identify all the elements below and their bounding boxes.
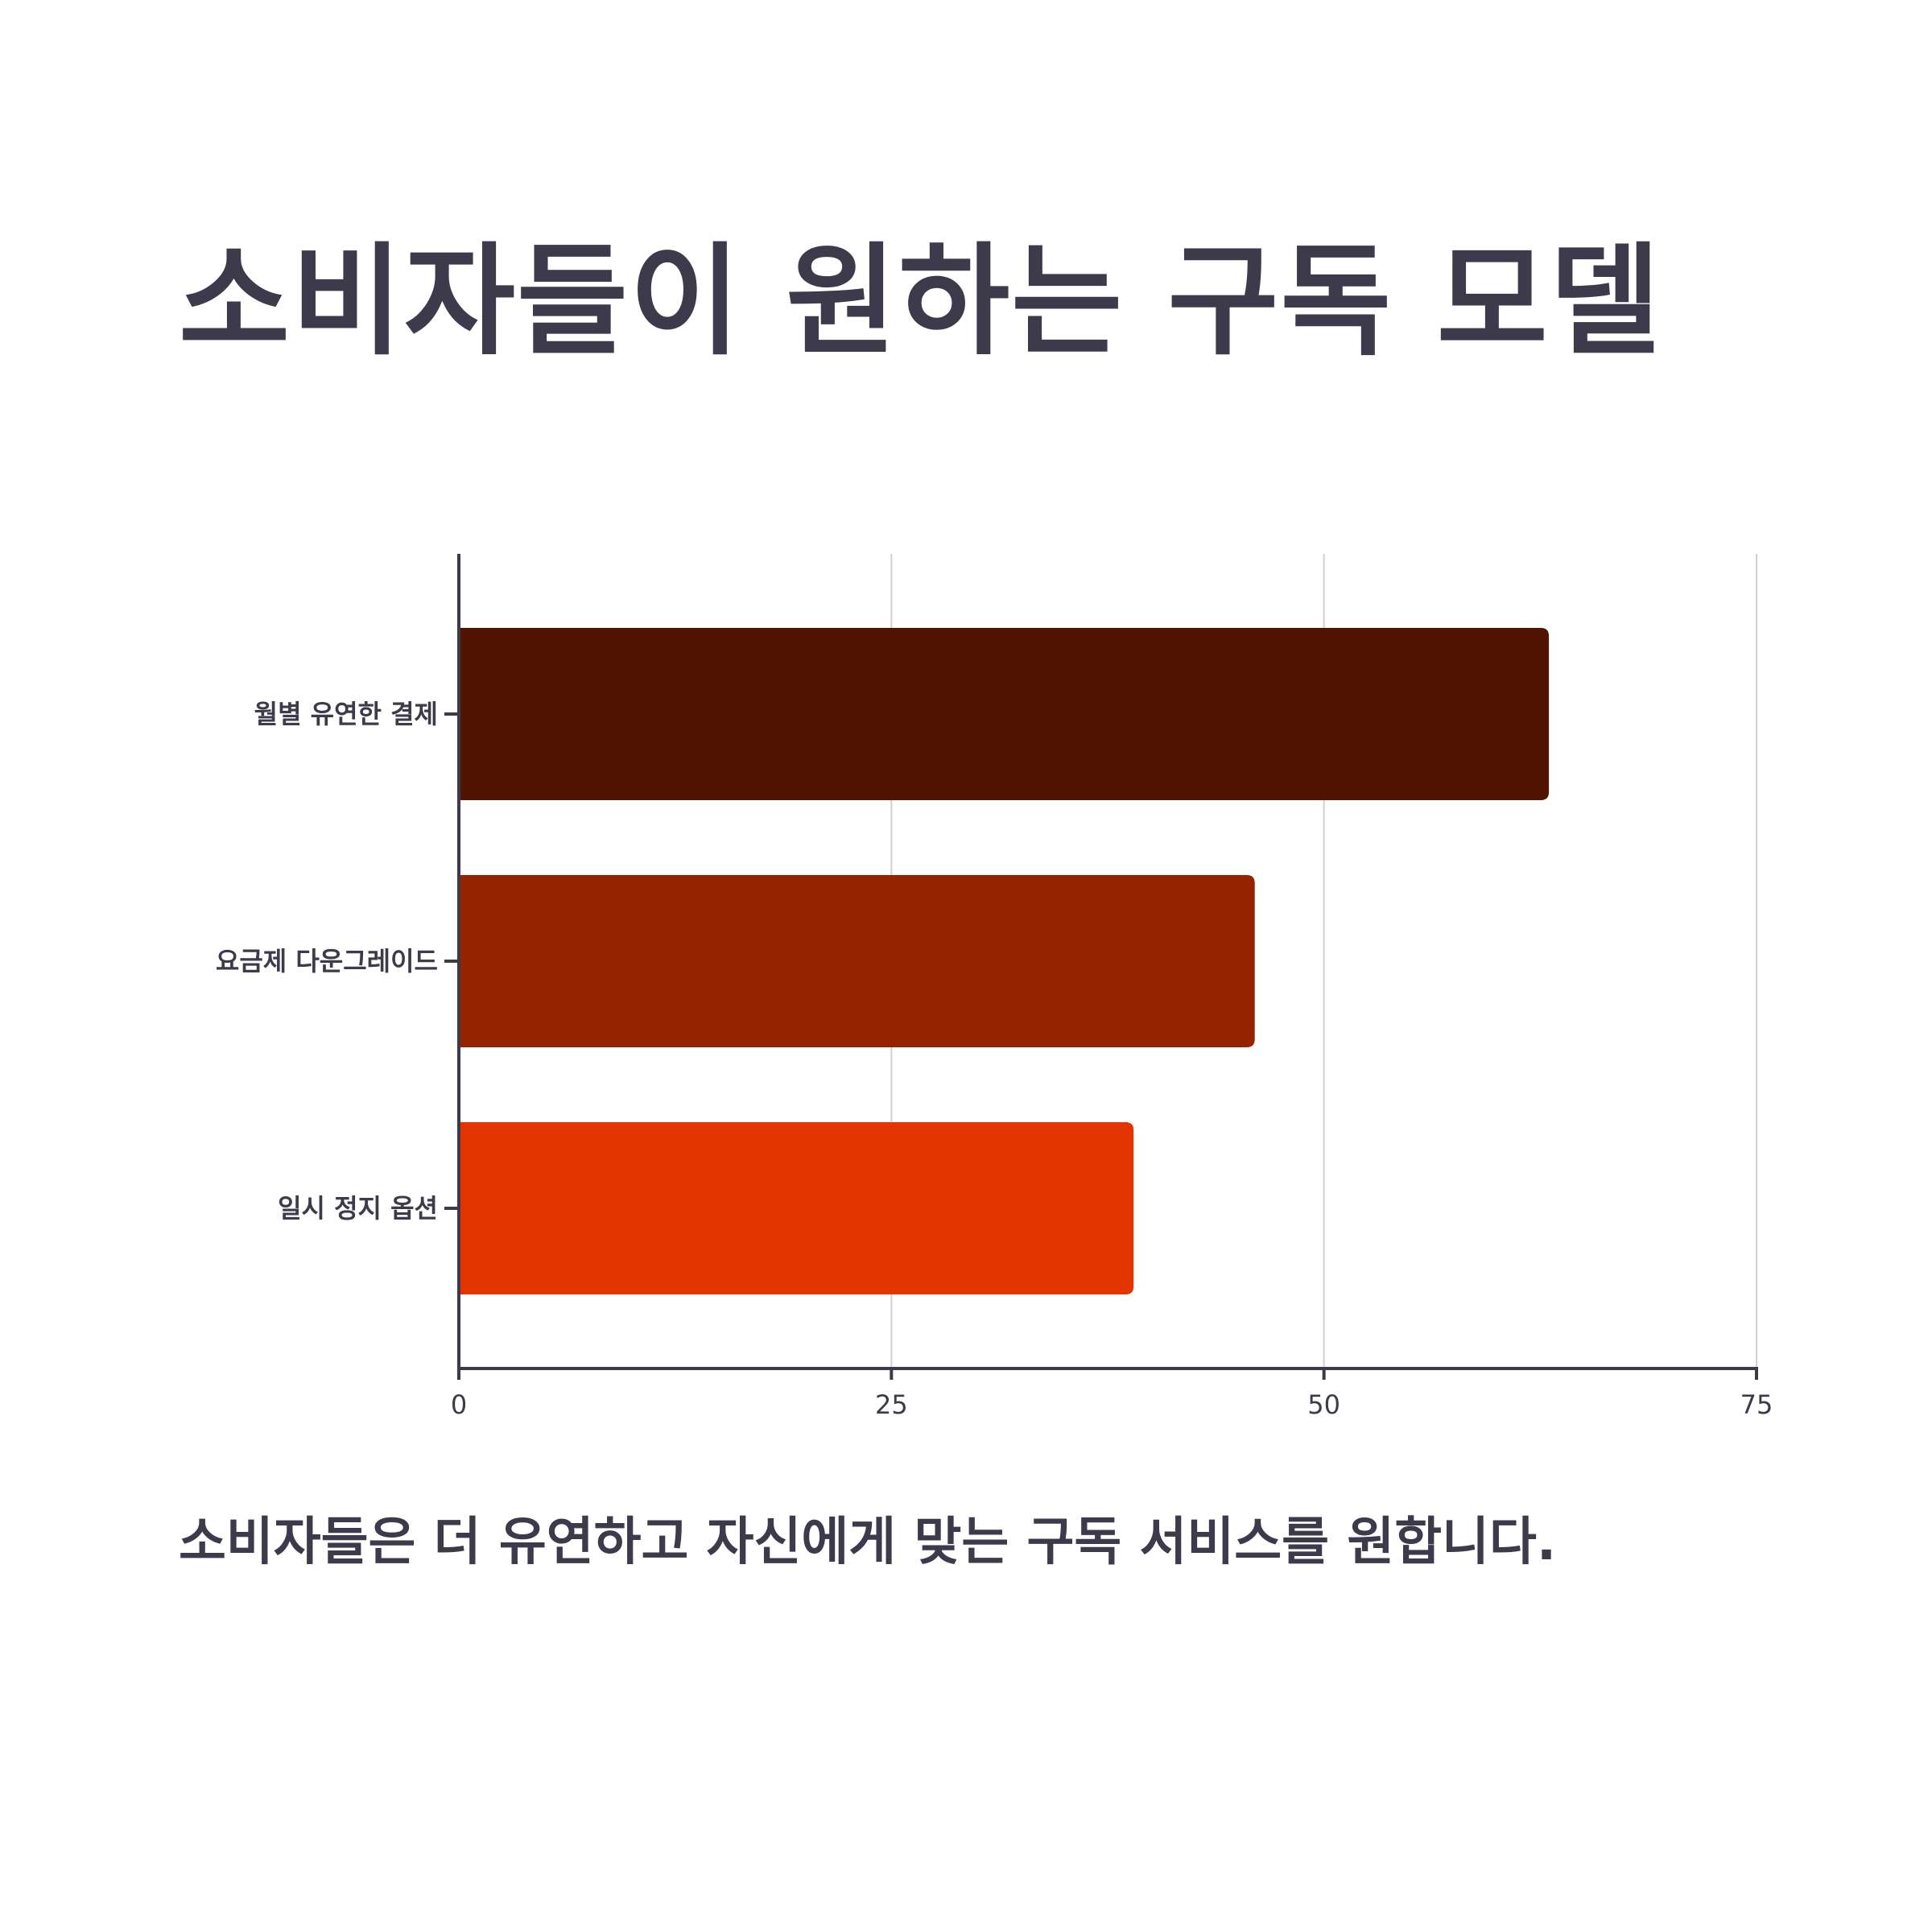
chart-caption: 소비자들은 더 유연하고 자신에게 맞는 구독 서비스를 원합니다. — [179, 1513, 1557, 1572]
bar — [459, 1122, 1134, 1294]
axes — [444, 554, 1758, 1380]
category-label: 월별 유연한 결제 — [254, 699, 438, 729]
x-tick-label: 50 — [1307, 1389, 1340, 1420]
x-tick-label: 25 — [875, 1389, 908, 1420]
bars — [459, 628, 1550, 1294]
category-label: 요금제 다운그레이드 — [216, 946, 438, 976]
x-tick-label: 75 — [1740, 1389, 1773, 1420]
category-label: 일시 정지 옵션 — [278, 1193, 438, 1224]
x-tick-label: 0 — [451, 1389, 467, 1420]
chart-title: 소비자들이 원하는 구독 모델 — [179, 232, 1662, 372]
bar — [459, 628, 1550, 800]
bar — [459, 875, 1255, 1047]
